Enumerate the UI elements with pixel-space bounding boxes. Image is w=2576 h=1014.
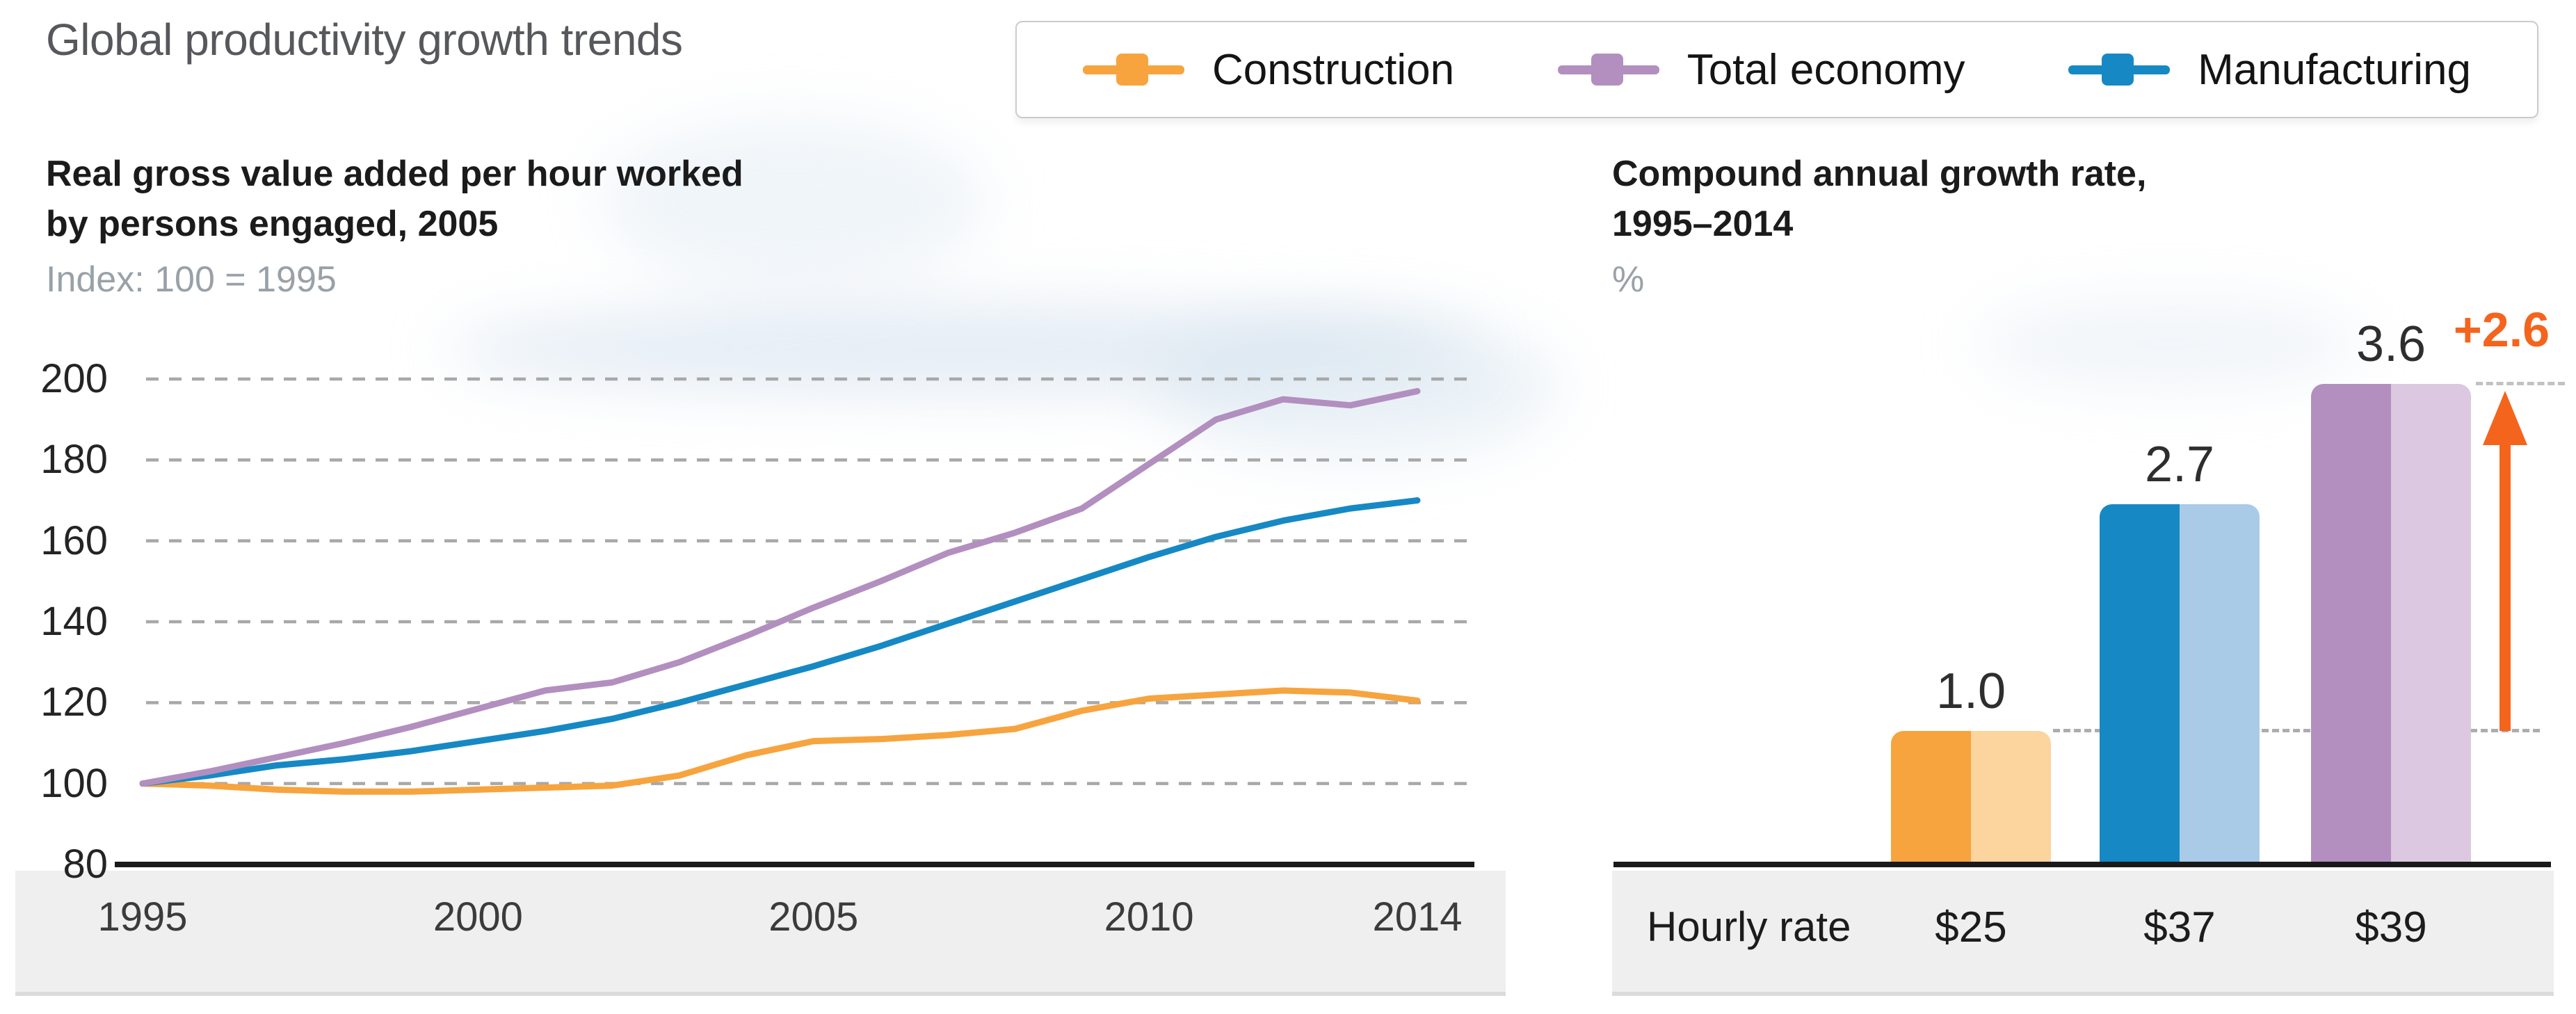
y-axis-tick-180: 180 [40, 437, 108, 483]
bar-value-total-economy: 3.6 [2356, 316, 2426, 372]
bar-value-construction: 1.0 [1935, 663, 2006, 719]
bar-chart-axis-line [1613, 862, 2551, 867]
growth-gap-annotation: +2.6 [2453, 303, 2550, 357]
line-chart-title-line1: Real gross value added per hour worked [46, 154, 743, 194]
legend-square-shape [2102, 54, 2134, 86]
bar-value-manufacturing: 2.7 [2144, 436, 2215, 492]
series-line-total-economy [139, 387, 1421, 787]
y-axis-tick-160: 160 [40, 517, 108, 563]
line-chart-footer-band [15, 871, 1506, 996]
reference-dash-line-3.6pct [2476, 382, 2565, 385]
bar-chart-title-line2: 1995–2014 [1612, 204, 1794, 244]
legend-item-total-economy: Total economy [1557, 45, 1965, 95]
bar-construction [1891, 731, 2051, 864]
reference-dash-line-1pct [2053, 729, 2540, 732]
chart-legend: Construction Total economy Manufacturing [1015, 21, 2538, 118]
y-axis-tick-200: 200 [40, 355, 108, 401]
background-wash [598, 118, 988, 285]
x-axis-tick-2010: 2010 [1104, 894, 1194, 940]
y-axis-tick-120: 120 [40, 679, 108, 725]
hourly-rate-label: Hourly rate [1647, 903, 1851, 950]
bar-chart-footer-band [1612, 871, 2554, 996]
hourly-rate-manufacturing: $37 [2143, 903, 2216, 951]
growth-gap-arrow-up-icon [2483, 391, 2527, 445]
x-axis-tick-2014: 2014 [1372, 894, 1463, 940]
y-axis-tick-80: 80 [63, 842, 108, 887]
x-axis-tick-2005: 2005 [768, 894, 859, 940]
construction-line-marker-icon [1083, 53, 1184, 86]
legend-label: Total economy [1687, 45, 1965, 94]
bar-chart-title: Compound annual growth rate, 1995–2014 [1612, 149, 2146, 249]
x-axis-tick-2000: 2000 [433, 894, 523, 940]
background-wash [1975, 299, 2365, 389]
hourly-rate-construction: $25 [1935, 903, 2007, 951]
series-line-manufacturing [139, 497, 1421, 787]
total-economy-line-marker-icon [1557, 53, 1659, 86]
legend-square-shape [1116, 54, 1148, 86]
y-axis-tick-140: 140 [40, 598, 108, 644]
legend-square-shape [1591, 54, 1623, 86]
legend-item-manufacturing: Manufacturing [2068, 45, 2471, 95]
bar-total-economy [2311, 383, 2471, 864]
series-line-construction [139, 687, 1421, 795]
line-chart-index-label: Index: 100 = 1995 [46, 259, 337, 300]
bar-chart-title-line1: Compound annual growth rate, [1612, 154, 2147, 194]
legend-item-construction: Construction [1083, 45, 1454, 95]
line-chart-title-line2: by persons engaged, 2005 [46, 204, 499, 244]
legend-label: Manufacturing [2198, 45, 2471, 94]
legend-label: Construction [1212, 45, 1455, 94]
bar-manufacturing [2100, 504, 2260, 864]
y-axis-tick-100: 100 [40, 760, 108, 806]
page-title: Global productivity growth trends [46, 15, 683, 65]
bar-chart-unit-label: % [1612, 259, 1645, 300]
hourly-rate-total-economy: $39 [2355, 903, 2427, 951]
manufacturing-line-marker-icon [2068, 53, 2171, 86]
growth-gap-arrow-shaft [2499, 442, 2511, 731]
line-chart-title: Real gross value added per hour worked b… [46, 149, 743, 249]
background-wash [1154, 313, 1558, 459]
x-axis-tick-1995: 1995 [97, 894, 188, 940]
